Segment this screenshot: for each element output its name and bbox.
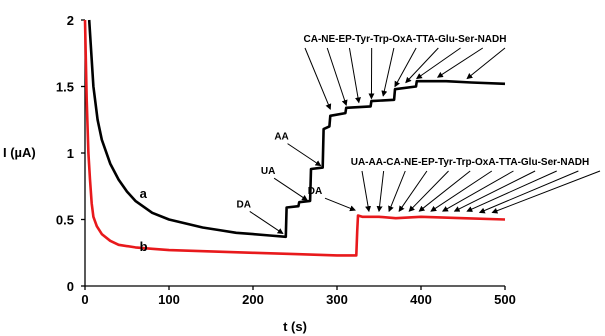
header-b-arrow: [478, 170, 579, 214]
curve-label-b: b: [140, 239, 148, 254]
header-b-arrow: [466, 170, 557, 212]
x-tick-label: 300: [326, 292, 348, 307]
header-b-arrow: [361, 170, 372, 213]
header-label-a: CA-NE-EP-Tyr-Trp-OxA-TTA-Glu-Ser-NADH: [304, 34, 507, 45]
annotation-arrow-da: [249, 211, 284, 235]
header-b-arrow: [418, 170, 471, 212]
annotation-label-b-da: DA: [308, 186, 322, 197]
header-a-arrow: [415, 47, 461, 80]
header-a-arrow: [394, 47, 417, 88]
x-tick-label: 500: [494, 292, 516, 307]
x-axis-label: t (s): [283, 319, 307, 334]
header-label-b: UA-AA-CA-NE-EP-Tyr-Trp-OxA-TTA-Glu-Ser-N…: [351, 157, 590, 168]
header-a-arrow: [405, 47, 439, 84]
series-layer: [83, 19, 506, 257]
annotation-label-ua: UA: [261, 166, 275, 177]
header-b-arrow: [376, 170, 385, 213]
series-line-a: [87, 19, 506, 239]
curve-label-a: a: [140, 186, 148, 201]
x-tick-label: 400: [410, 292, 432, 307]
header-a-arrow: [348, 47, 361, 104]
annotation-label-da: DA: [237, 199, 251, 210]
header-a-arrow: [326, 47, 348, 107]
header-b-arrow: [430, 170, 493, 212]
annotation-arrow-aa: [287, 143, 322, 167]
x-tick-label: 100: [158, 292, 180, 307]
y-tick-label: 0.5: [56, 213, 74, 228]
header-b-arrow: [491, 170, 601, 214]
x-tick-label: 200: [242, 292, 264, 307]
y-tick-label: 2: [67, 13, 74, 28]
y-tick-label: 1.5: [56, 80, 74, 95]
header-a-arrow: [381, 47, 395, 97]
x-tick-label: 0: [81, 292, 88, 307]
annotation-arrow-b-da: [324, 197, 356, 212]
y-tick-label: 0: [67, 279, 74, 294]
header-b-arrow: [453, 170, 536, 212]
header-b-arrow: [398, 170, 428, 213]
annotation-layer: a b DA UA AA CA-NE-EP-Tyr-Trp-OxA-TTA-Glu-Ser…: [140, 34, 601, 254]
annotation-arrow-ua: [273, 177, 308, 201]
series-line-b: [83, 19, 506, 257]
header-b-arrow: [408, 170, 449, 212]
annotation-label-aa: AA: [274, 132, 288, 143]
y-axis-label: I (µA): [3, 145, 36, 160]
header-a-arrow: [304, 47, 332, 111]
header-a-arrow: [436, 47, 484, 78]
header-b-arrow: [441, 170, 514, 212]
y-tick-label: 1: [67, 146, 74, 161]
axes: 0 100 200 300 400 500 0 0.5 1 1.5 2: [56, 13, 516, 307]
header-a-arrow: [466, 47, 506, 80]
header-b-arrow: [388, 170, 406, 213]
